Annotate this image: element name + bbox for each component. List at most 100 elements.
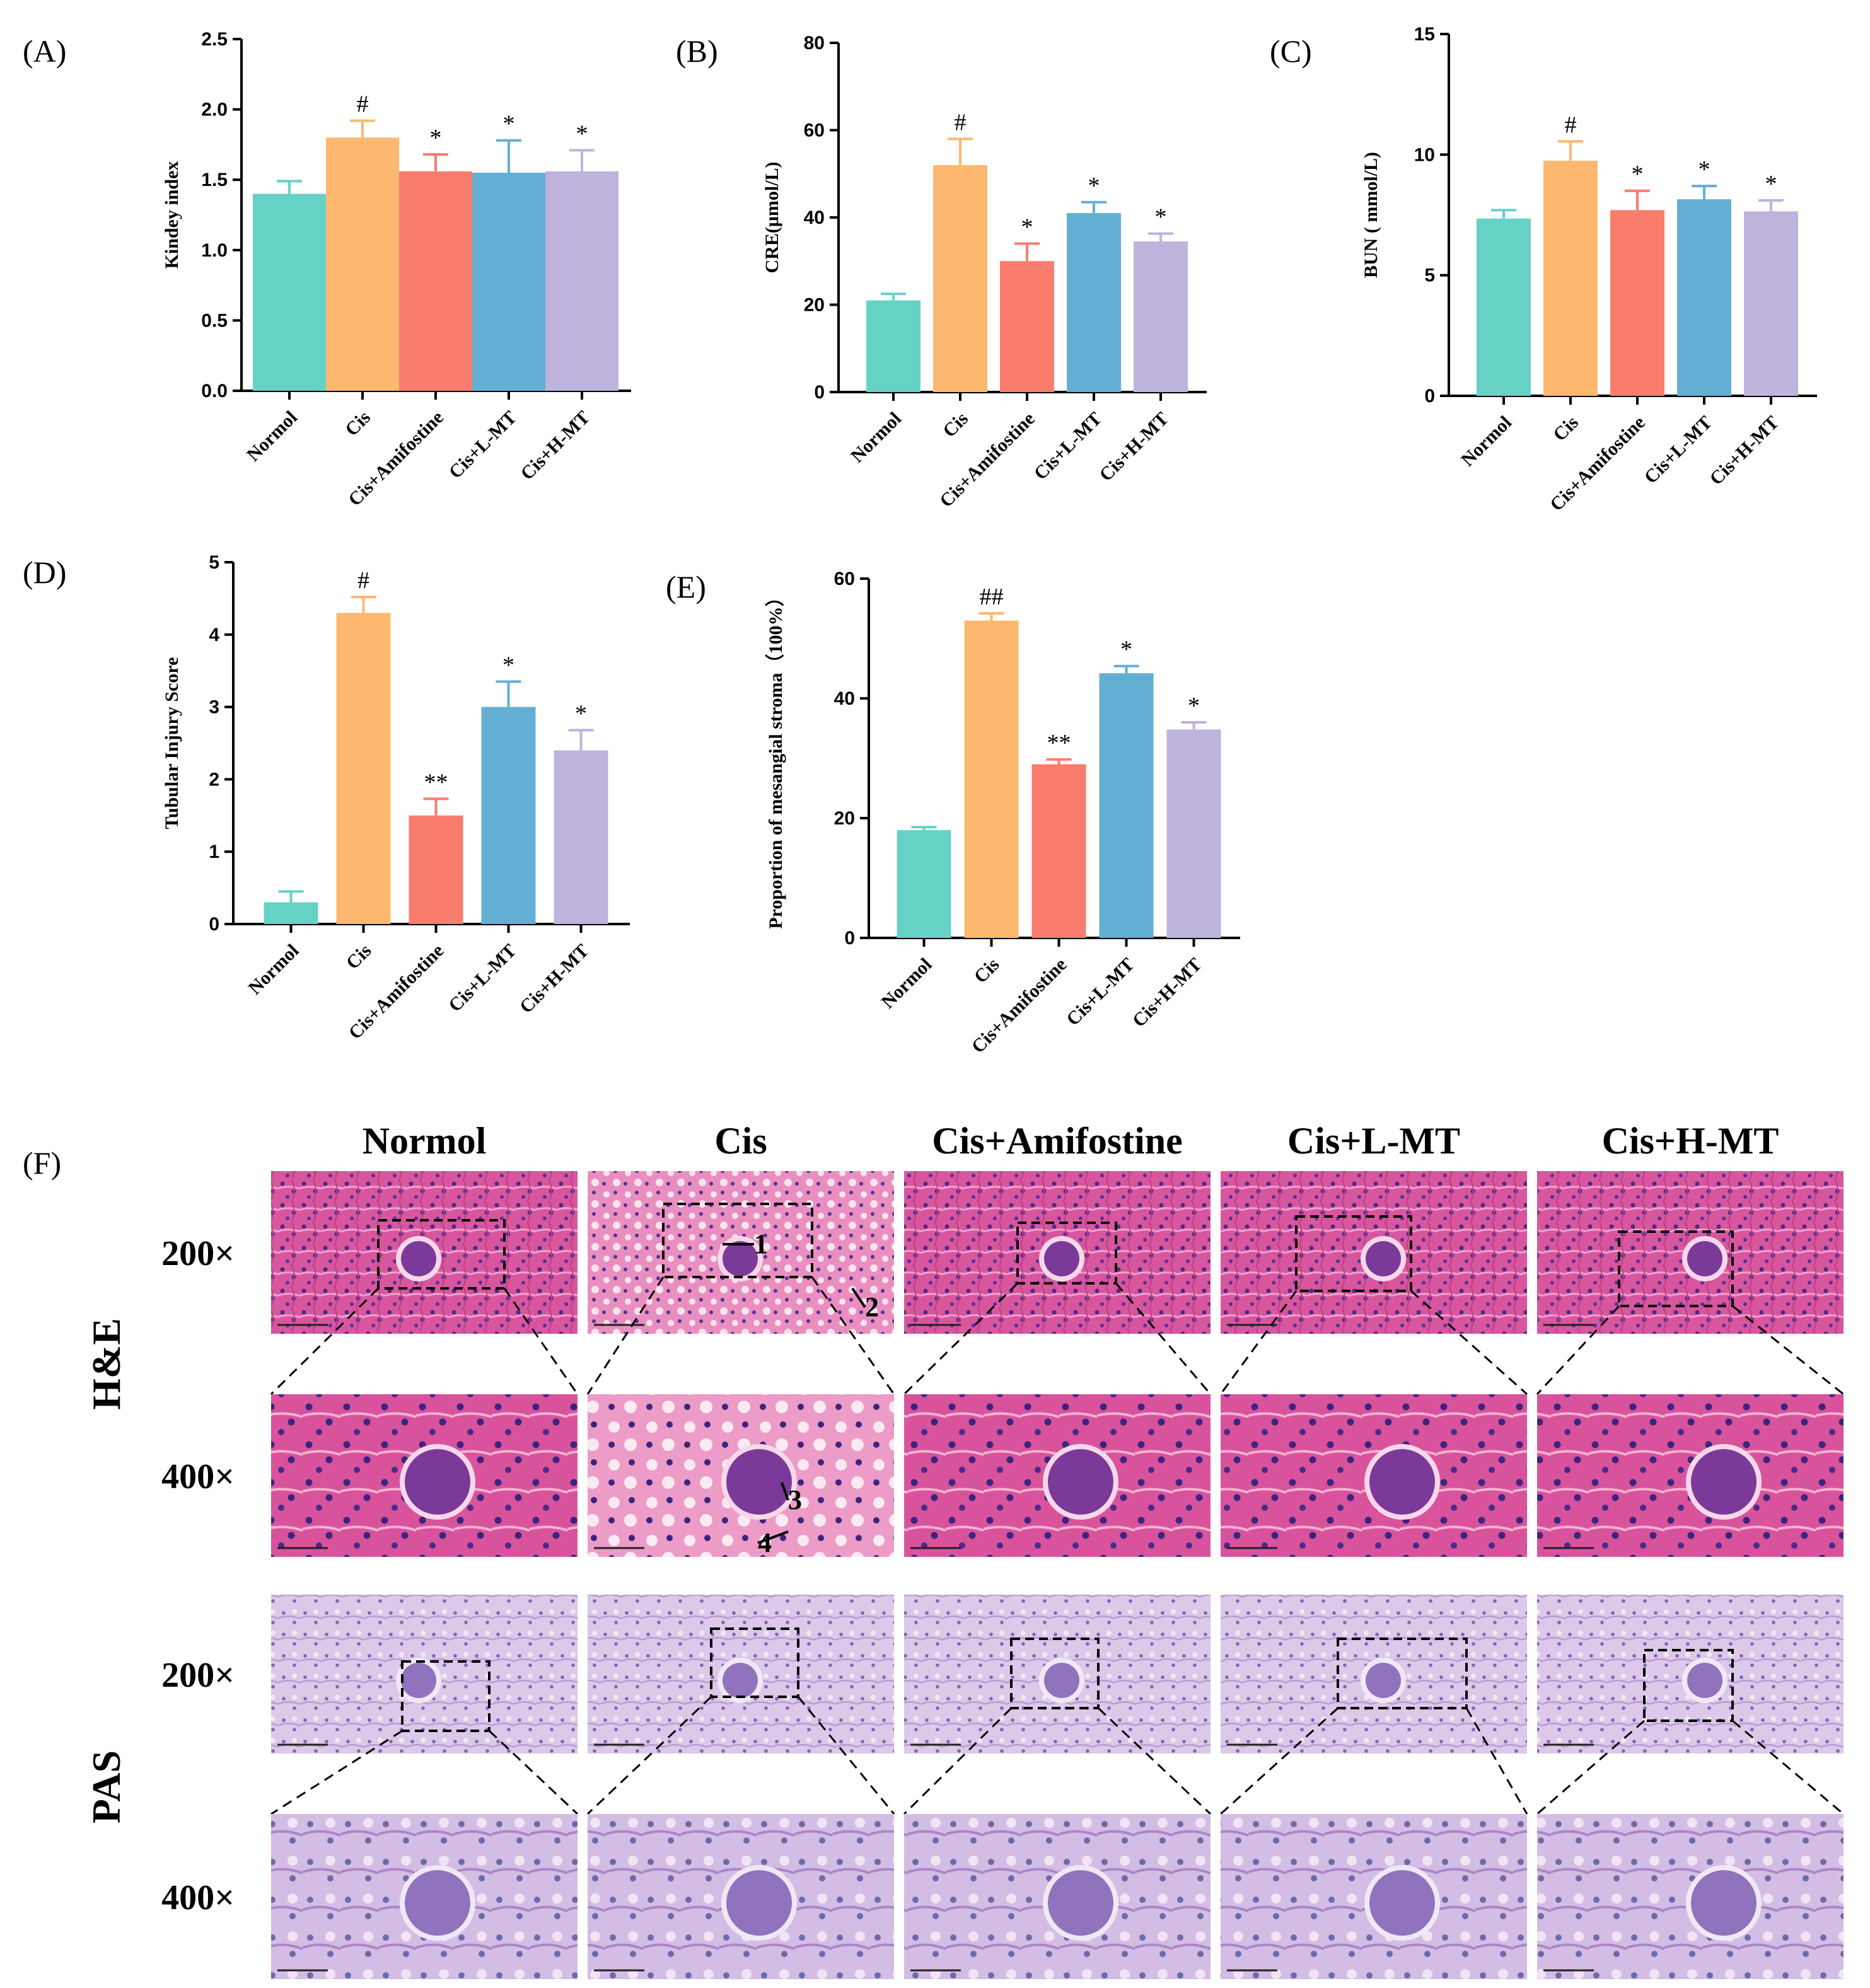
glomerulus [1369,1449,1435,1515]
y-tick-label: 5 [209,552,219,573]
y-tick-label: 2 [209,769,219,790]
glomerulus [1048,1449,1113,1515]
x-tick-label: Cis+L-MT [445,407,521,483]
y-axis-title: Proportion of mesangial stroma（100%） [765,587,786,928]
y-tick-label: 0 [1424,386,1435,407]
y-tick-label: 20 [804,295,825,316]
chart-panel-b: (B)020406080CRE(μmol/L)Normol#Cis*Cis+Am… [676,33,1207,511]
zoom-line [903,1282,1019,1396]
significance-mark: * [1765,171,1777,197]
x-tick-label: Normol [1457,412,1516,471]
y-tick-label: 60 [834,569,855,589]
zoom-line [1536,1719,1645,1815]
zoom-line [586,1276,665,1395]
significance-mark: * [1120,637,1132,663]
x-tick-label: Cis+H-MT [516,407,594,485]
micrograph [588,1394,894,1557]
glomerulus [1366,1663,1401,1698]
bar [326,137,399,391]
bar [1744,211,1798,396]
glomerulus [726,1449,792,1515]
zoom-line [270,1287,380,1396]
zoom-line [503,1288,579,1395]
annotation-number: 3 [788,1484,802,1515]
bar [1031,764,1086,938]
bar-charts: (A) 0.0 0.5 1.0 1.5 2.0 2.5 Kindey index Normol #… [23,24,1817,1057]
y-tick-label: 0 [209,914,219,935]
zoom-line [903,1707,1013,1815]
micrograph [586,1171,895,1395]
annotation-number: 1 [754,1228,768,1259]
significance-mark: * [502,652,514,678]
significance-mark: * [503,111,515,137]
x-tick-label: Normol [847,408,905,467]
histology-panel: (F) Normol Cis Cis+Amifostine Cis+L-MT Cis+H-… [23,1120,1844,1979]
bar [481,707,536,924]
annotation-number: 4 [758,1527,772,1558]
zoom-line [1536,1305,1620,1396]
inset-box [662,1203,813,1278]
inset-box [1643,1649,1734,1722]
glomerulus [1687,1663,1722,1698]
significance-mark: * [575,700,587,727]
glomerulus [1044,1663,1079,1698]
y-tick-label: 4 [209,625,219,645]
glomerulus [1048,1870,1113,1936]
significance-mark: * [1699,156,1710,183]
micrograph [270,1595,579,1815]
glomerulus [405,1449,470,1515]
chart-panel-d: (D) 0 1 2 3 4 5 Tubular Injury Score Normol # Cis *… [23,552,630,1043]
zoom-line [270,1730,403,1815]
magnification-label: 400× [161,1878,235,1917]
micrograph [1537,1814,1844,1979]
micrograph [1536,1595,1844,1815]
x-tick-label: Cis+L-MT [1641,412,1716,488]
y-axis-title: CRE(μmol/L) [762,162,782,274]
significance-mark: * [1188,693,1200,719]
glomerulus [401,1241,436,1276]
x-tick-label: Cis [342,940,376,974]
y-tick-label: 60 [804,120,825,141]
glomerulus [1691,1449,1757,1515]
x-tick-label: Cis+H-MT [1705,412,1783,490]
significance-mark: * [576,120,588,147]
micrograph [271,1394,578,1557]
bar [1477,218,1531,396]
panel-letter: (E) [666,569,706,604]
magnification-label: 200× [161,1656,235,1695]
glomerulus [723,1241,758,1276]
y-tick-label: 0 [844,928,855,949]
zoom-line [1732,1305,1844,1396]
micrograph [588,1814,894,1979]
zoom-line [1410,1290,1528,1396]
micrograph [904,1814,1211,1979]
panel-letter: (C) [1270,33,1312,69]
bar [933,165,987,392]
micrograph [270,1171,579,1396]
inset-box [1295,1215,1412,1292]
y-tick-label: 80 [804,33,825,54]
micrograph [904,1394,1211,1557]
x-tick-label: Cis+H-MT [516,940,593,1018]
annotation-arrow [851,1287,866,1309]
column-heading: Cis+Amifostine [932,1120,1183,1162]
glomerulus [1044,1241,1079,1276]
significance-mark: # [1565,112,1577,138]
bar [253,194,326,391]
stain-label: H&E [84,1318,129,1410]
significance-mark: * [1088,173,1100,199]
y-axis-title: Tubular Injury Score [161,657,182,829]
x-tick-label: Cis+H-MT [1129,954,1206,1032]
glomerulus [1687,1241,1722,1276]
significance-mark: * [1155,204,1167,231]
bar [1134,241,1188,392]
micrograph [1221,1394,1527,1557]
x-tick-label: Cis [939,408,972,442]
column-heading: Cis+L-MT [1287,1120,1460,1162]
y-tick-label: 1.5 [201,170,228,190]
y-tick-label: 0.0 [201,381,228,402]
x-tick-label: Cis [341,407,375,441]
chart-panel-a: (A) 0.0 0.5 1.0 1.5 2.0 2.5 Kindey index Normol #… [23,29,631,510]
micrograph [271,1814,578,1979]
